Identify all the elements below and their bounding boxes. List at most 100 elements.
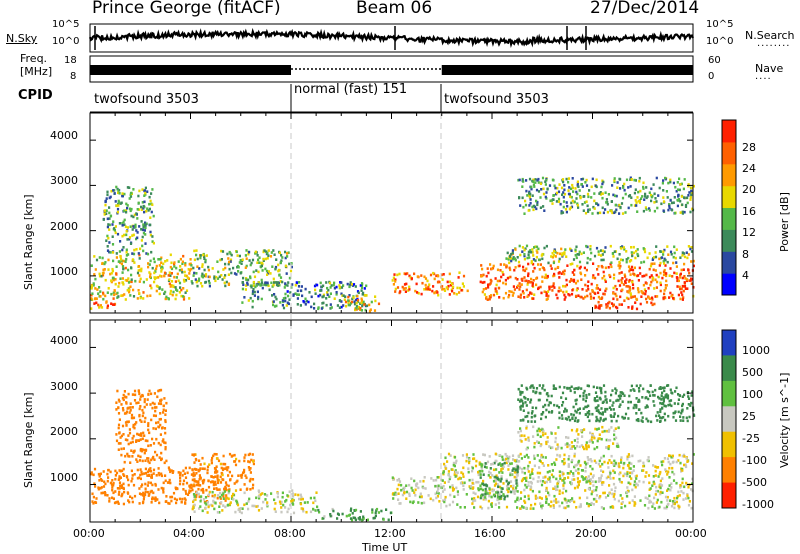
- scatter-cell: [141, 414, 144, 418]
- scatter-cell: [557, 272, 560, 275]
- scatter-cell: [144, 490, 147, 494]
- scatter-cell: [302, 300, 305, 303]
- scatter-cell: [690, 193, 693, 197]
- scatter-cell: [253, 275, 257, 279]
- scatter-cell: [633, 295, 636, 298]
- scatter-cell: [541, 176, 545, 180]
- scatter-cell: [313, 496, 316, 500]
- scatter-cell: [507, 460, 510, 463]
- scatter-cell: [160, 398, 163, 402]
- scatter-cell: [402, 489, 405, 492]
- scatter-cell: [98, 479, 101, 482]
- scatter-cell: [637, 279, 640, 282]
- scatter-cell: [662, 200, 666, 203]
- scatter-cell: [350, 282, 353, 286]
- scatter-cell: [569, 247, 572, 251]
- scatter-cell: [213, 277, 216, 280]
- scatter-cell: [262, 257, 265, 261]
- scatter-cell: [532, 262, 535, 266]
- scatter-cell: [437, 487, 440, 490]
- scatter-cell: [672, 415, 675, 419]
- scatter-cell: [661, 402, 664, 406]
- scatter-cell: [652, 183, 655, 186]
- scatter-cell: [669, 267, 672, 270]
- scatter-cell: [578, 250, 581, 254]
- scatter-cell: [207, 504, 211, 507]
- power-cbar-swatch: [722, 251, 736, 274]
- scatter-cell: [369, 308, 372, 311]
- scatter-cell: [278, 251, 281, 255]
- scatter-cell: [547, 477, 550, 481]
- scatter-cell: [591, 467, 594, 471]
- scatter-cell: [683, 262, 686, 266]
- scatter-cell: [120, 403, 123, 406]
- scatter-cell: [682, 187, 685, 191]
- scatter-cell: [519, 452, 522, 456]
- scatter-cell: [220, 466, 223, 470]
- scatter-cell: [268, 288, 271, 292]
- scatter-cell: [473, 497, 476, 500]
- scatter-cell: [436, 274, 439, 277]
- scatter-cell: [224, 487, 227, 490]
- scatter-cell: [111, 486, 114, 489]
- scatter-cell: [619, 397, 622, 400]
- scatter-cell: [590, 196, 593, 199]
- scatter-cell: [545, 291, 548, 294]
- scatter-cell: [206, 501, 209, 504]
- scatter-cell: [666, 489, 669, 492]
- scatter-cell: [159, 433, 162, 436]
- scatter-cell: [138, 280, 141, 283]
- scatter-cell: [557, 426, 560, 429]
- scatter-cell: [123, 412, 127, 415]
- scatter-cell: [601, 249, 604, 253]
- scatter-cell: [590, 251, 593, 255]
- scatter-cell: [603, 429, 606, 433]
- scatter-cell: [430, 477, 433, 480]
- scatter-cell: [249, 488, 252, 491]
- scatter-cell: [118, 418, 121, 421]
- scatter-cell: [481, 493, 484, 497]
- scatter-cell: [662, 196, 665, 199]
- scatter-cell: [188, 491, 191, 494]
- scatter-cell: [520, 404, 523, 408]
- scatter-cell: [127, 268, 130, 272]
- scatter-cell: [554, 255, 557, 258]
- scatter-cell: [600, 254, 603, 257]
- scatter-cell: [634, 256, 637, 260]
- scatter-cell: [651, 303, 654, 307]
- scatter-cell: [674, 419, 678, 422]
- scatter-cell: [563, 477, 566, 481]
- scatter-cell: [588, 412, 591, 416]
- scatter-cell: [500, 487, 503, 490]
- scatter-cell: [637, 290, 640, 294]
- scatter-cell: [133, 248, 136, 252]
- power-colorbar: [721, 119, 737, 296]
- scatter-cell: [595, 461, 598, 464]
- scatter-cell: [365, 284, 368, 288]
- scatter-cell: [632, 465, 635, 468]
- scatter-cell: [150, 458, 153, 462]
- scatter-cell: [319, 281, 322, 285]
- scatter-cell: [182, 469, 185, 473]
- scatter-cell: [584, 181, 587, 184]
- scatter-cell: [635, 297, 638, 301]
- scatter-cell: [608, 428, 611, 432]
- scatter-cell: [316, 505, 319, 509]
- scatter-cell: [291, 283, 294, 286]
- scatter-cell: [680, 291, 683, 294]
- scatter-cell: [474, 492, 477, 496]
- scatter-cell: [561, 252, 564, 255]
- scatter-cell: [481, 267, 484, 271]
- scatter-cell: [533, 454, 536, 458]
- scatter-cell: [577, 387, 580, 391]
- scatter-cell: [215, 487, 218, 490]
- scatter-cell: [164, 413, 167, 416]
- scatter-cell: [503, 497, 506, 501]
- scatter-cell: [94, 500, 97, 504]
- scatter-cell: [257, 495, 260, 498]
- scatter-cell: [546, 187, 549, 191]
- scatter-cell: [118, 490, 121, 494]
- scatter-cell: [576, 486, 579, 489]
- scatter-cell: [444, 465, 447, 468]
- scatter-cell: [469, 485, 473, 488]
